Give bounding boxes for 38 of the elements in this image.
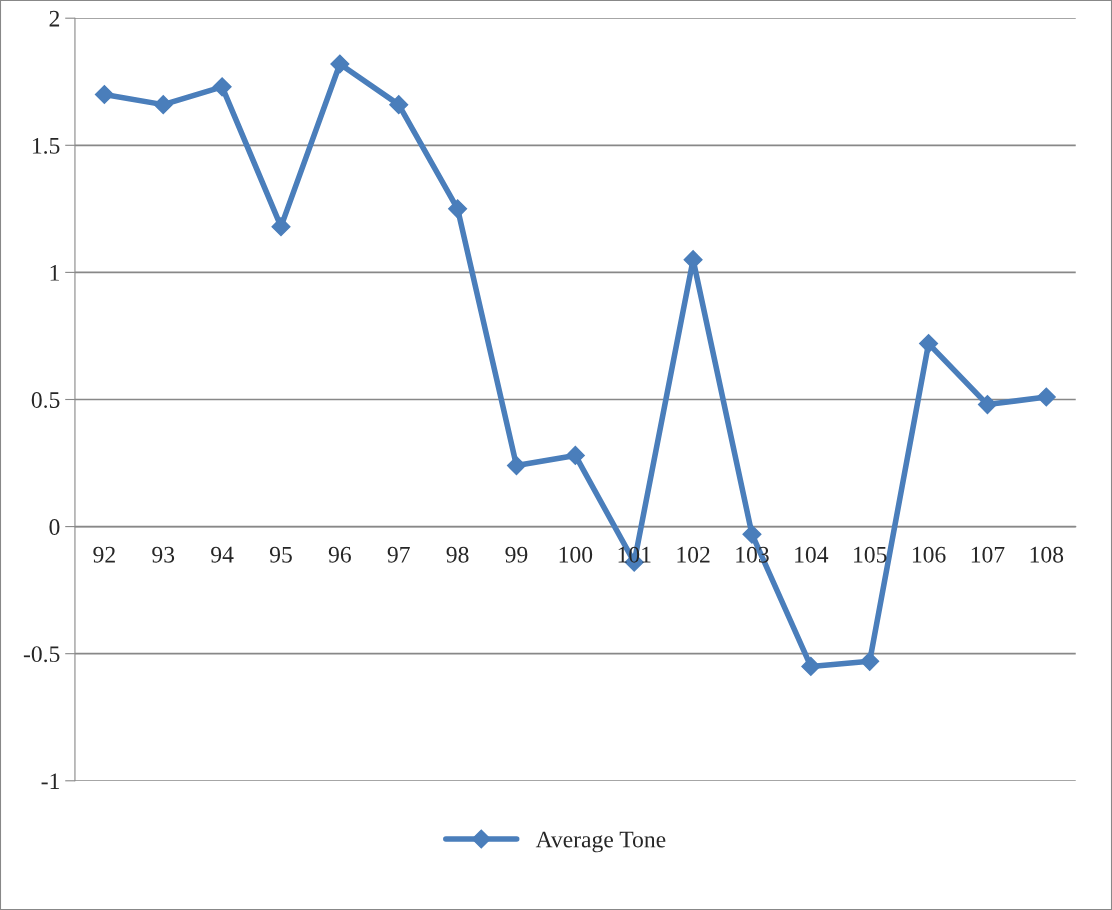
legend-label: Average Tone (535, 831, 666, 853)
point (448, 199, 468, 219)
point (1036, 387, 1056, 407)
point (742, 524, 762, 544)
point (389, 95, 409, 115)
x-tick-label: 96 (328, 546, 351, 563)
y-tick-label: 2 (49, 10, 60, 27)
x-tick-label: 92 (93, 546, 115, 563)
x-tick-label: 100 (559, 546, 593, 563)
x-tick-label: 108 (1030, 546, 1064, 563)
point (94, 84, 114, 104)
point (565, 445, 585, 465)
point (271, 217, 291, 237)
x-tick-label: 94 (211, 546, 234, 563)
y-tick-label: 0 (49, 519, 60, 536)
point (330, 54, 350, 74)
x-tick-label: 98 (446, 546, 469, 563)
point (153, 95, 173, 115)
y-tick-label: 0.5 (31, 391, 60, 409)
x-tick-label: 107 (971, 546, 1005, 563)
y-tick-label: -1 (41, 773, 59, 789)
point (919, 334, 939, 354)
x-tick-label: 105 (854, 546, 887, 563)
point (860, 651, 880, 671)
point (801, 656, 821, 676)
x-tick-label: 95 (269, 546, 292, 563)
x-tick-label: 99 (505, 546, 528, 563)
x-tick-label: 102 (677, 546, 710, 563)
x-tick-label: 106 (912, 546, 946, 563)
y-tick-label: 1 (50, 265, 59, 281)
y-tick-label: 1.5 (32, 137, 60, 154)
x-tick-label: 104 (795, 546, 829, 563)
x-tick-label: 93 (152, 546, 175, 563)
point (506, 456, 527, 476)
x-tick-label: 97 (387, 546, 410, 563)
point (212, 77, 232, 97)
y-tick-label: -0.5 (23, 646, 60, 663)
point (977, 395, 997, 415)
